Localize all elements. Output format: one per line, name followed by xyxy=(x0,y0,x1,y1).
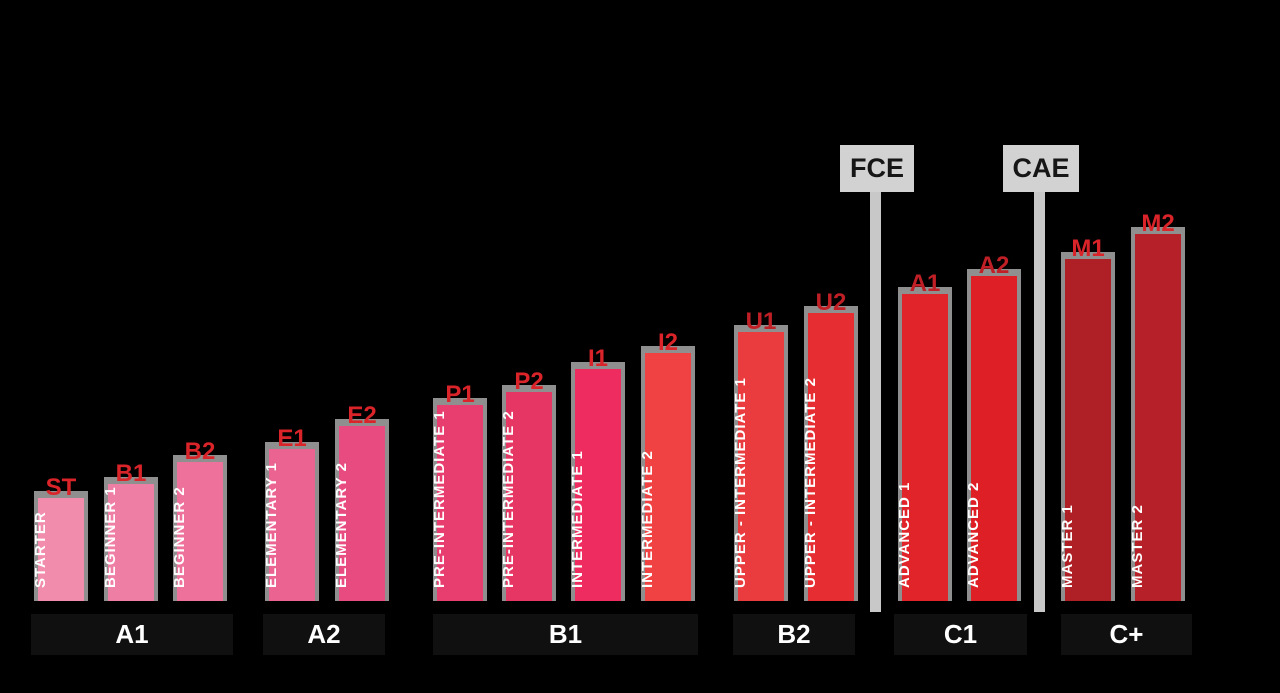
cefr-group-cplus: C+ xyxy=(1061,614,1192,655)
bar-label: BEGINNER 1 xyxy=(102,486,119,588)
bar-fill: ADVANCED 1 xyxy=(896,294,948,601)
bar-fill: UPPER - INTERMEDIATE 1 xyxy=(732,332,784,601)
cae-marker-sign: CAE xyxy=(1003,145,1079,192)
bar-code-label: P1 xyxy=(445,381,475,408)
bar-code-label: B1 xyxy=(115,460,147,487)
bar-label: MASTER 2 xyxy=(1129,504,1146,588)
bar-code-label: A1 xyxy=(909,270,941,297)
bar-code-label: E1 xyxy=(277,425,307,452)
bar-label: UPPER - INTERMEDIATE 1 xyxy=(732,377,749,588)
cefr-group-a2: A2 xyxy=(263,614,385,655)
bar-label: INTERMEDIATE 2 xyxy=(639,450,656,588)
cefr-group-b2: B2 xyxy=(733,614,855,655)
bar-fill: ELEMENTARY 1 xyxy=(263,449,315,601)
bar-fill: PRE-INTERMEDIATE 1 xyxy=(431,405,483,601)
cefr-group-c1: C1 xyxy=(894,614,1027,655)
bar-code-label: P2 xyxy=(514,368,544,395)
bar-code-label: M1 xyxy=(1071,235,1105,262)
bar-code-label: A2 xyxy=(978,252,1010,279)
bar-fill: ADVANCED 2 xyxy=(965,276,1017,601)
bar-master-2: MASTER 2 M2 xyxy=(1129,212,1185,601)
bar-master-1: MASTER 1 M1 xyxy=(1059,237,1115,601)
bar-upper-intermediate-1: UPPER - INTERMEDIATE 1 U1 xyxy=(732,310,788,601)
bar-fill: INTERMEDIATE 1 xyxy=(569,369,621,601)
bar-elementary-1: ELEMENTARY 1 E1 xyxy=(263,427,319,601)
bar-fill: PRE-INTERMEDIATE 2 xyxy=(500,392,552,601)
bar-label: PRE-INTERMEDIATE 2 xyxy=(500,410,517,588)
bar-advanced-1: ADVANCED 1 A1 xyxy=(896,272,952,601)
bar-beginner-1: BEGINNER 1 B1 xyxy=(102,462,158,601)
bar-fill: BEGINNER 2 xyxy=(171,462,223,601)
bar-elementary-2: ELEMENTARY 2 E2 xyxy=(333,404,389,601)
bar-fill: BEGINNER 1 xyxy=(102,484,154,601)
bar-label: ELEMENTARY 2 xyxy=(333,462,350,588)
cefr-group-a1: A1 xyxy=(31,614,233,655)
bar-label: ADVANCED 1 xyxy=(896,481,913,588)
bar-label: ADVANCED 2 xyxy=(965,481,982,588)
bar-fill: ELEMENTARY 2 xyxy=(333,426,385,601)
bar-fill: UPPER - INTERMEDIATE 2 xyxy=(802,313,854,601)
fce-marker-sign: FCE xyxy=(840,145,914,192)
bar-code-label: I1 xyxy=(587,345,608,372)
bar-code-label: U1 xyxy=(745,308,777,335)
bar-intermediate-2: INTERMEDIATE 2 I2 xyxy=(639,331,695,601)
bar-pre-intermediate-1: PRE-INTERMEDIATE 1 P1 xyxy=(431,383,487,601)
bar-intermediate-1: INTERMEDIATE 1 I1 xyxy=(569,347,625,601)
bar-starter: STARTER ST xyxy=(32,476,88,601)
bar-fill: MASTER 2 xyxy=(1129,234,1181,601)
bar-code-label: ST xyxy=(45,474,77,501)
bar-advanced-2: ADVANCED 2 A2 xyxy=(965,254,1021,601)
bar-code-label: U2 xyxy=(815,289,847,316)
bar-code-label: B2 xyxy=(184,438,216,465)
bar-label: STARTER xyxy=(32,511,49,588)
bar-label: MASTER 1 xyxy=(1059,504,1076,588)
bar-fill: STARTER xyxy=(32,498,84,601)
bar-label: PRE-INTERMEDIATE 1 xyxy=(431,410,448,588)
bar-beginner-2: BEGINNER 2 B2 xyxy=(171,440,227,601)
bar-label: BEGINNER 2 xyxy=(171,486,188,588)
bar-fill: MASTER 1 xyxy=(1059,259,1111,601)
cefr-group-b1: B1 xyxy=(433,614,698,655)
bar-label: ELEMENTARY 1 xyxy=(263,462,280,588)
bar-code-label: I2 xyxy=(657,329,678,356)
fce-marker-pole xyxy=(870,190,881,612)
bar-upper-intermediate-2: UPPER - INTERMEDIATE 2 U2 xyxy=(802,291,858,601)
bar-label: UPPER - INTERMEDIATE 2 xyxy=(802,377,819,588)
bar-code-label: M2 xyxy=(1141,210,1175,237)
bar-label: INTERMEDIATE 1 xyxy=(569,450,586,588)
bar-code-label: E2 xyxy=(347,402,377,429)
bar-fill: INTERMEDIATE 2 xyxy=(639,353,691,601)
bar-pre-intermediate-2: PRE-INTERMEDIATE 2 P2 xyxy=(500,370,556,601)
cae-marker-pole xyxy=(1034,190,1045,612)
